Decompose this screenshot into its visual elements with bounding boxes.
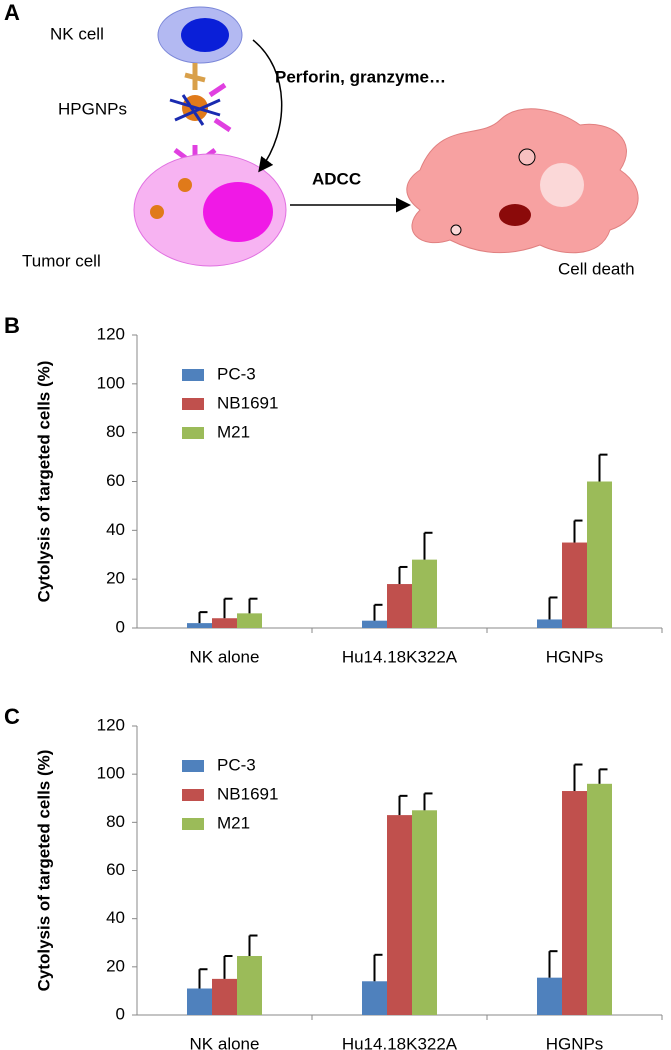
- y-tick-label: 80: [106, 422, 125, 441]
- y-tick-label: 60: [106, 860, 125, 879]
- y-tick-label: 20: [106, 569, 125, 588]
- y-tick-label: 40: [106, 520, 125, 539]
- antibody: [173, 82, 232, 169]
- bar: [362, 620, 387, 628]
- y-axis-title: Cytolysis of targeted cells (%): [34, 750, 53, 992]
- y-tick-label: 80: [106, 812, 125, 831]
- bar: [387, 584, 412, 628]
- bar: [387, 815, 412, 1015]
- y-tick-label: 60: [106, 471, 125, 490]
- legend-swatch: [182, 427, 204, 439]
- nk-nucleus: [181, 18, 229, 52]
- bar: [237, 955, 262, 1015]
- legend-label: PC-3: [217, 755, 256, 774]
- legend-label: PC-3: [217, 364, 256, 383]
- legend-swatch: [182, 760, 204, 772]
- y-tick-label: 40: [106, 908, 125, 927]
- label: Cell death: [558, 259, 635, 278]
- antibody: [184, 63, 206, 90]
- dead-cell-shape: [406, 108, 639, 254]
- y-tick-label: 120: [97, 715, 125, 734]
- x-tick-label: NK alone: [190, 1034, 260, 1050]
- y-tick-label: 120: [97, 324, 125, 343]
- legend-swatch: [182, 369, 204, 381]
- arrow: [252, 39, 283, 173]
- label: ADCC: [312, 169, 361, 188]
- bar: [187, 988, 212, 1015]
- y-tick-label: 0: [116, 1004, 125, 1023]
- x-tick-label: HGNPs: [546, 1034, 604, 1050]
- x-tick-label: Hu14.18K322A: [342, 647, 458, 666]
- legend-label: NB1691: [217, 393, 278, 412]
- x-tick-label: Hu14.18K322A: [342, 1034, 458, 1050]
- y-tick-label: 0: [116, 617, 125, 636]
- label: HPGNPs: [58, 99, 127, 118]
- tumor-nucleus: [203, 182, 273, 242]
- bar: [562, 791, 587, 1015]
- bar: [587, 783, 612, 1015]
- nanoparticle: [178, 178, 192, 192]
- legend-label: NB1691: [217, 784, 278, 803]
- nanoparticle: [150, 205, 164, 219]
- y-tick-label: 100: [97, 764, 125, 783]
- label: Perforin, granzyme…: [275, 67, 446, 86]
- bar: [412, 559, 437, 628]
- bar: [362, 981, 387, 1015]
- bar: [562, 542, 587, 628]
- bar: [587, 481, 612, 628]
- vesicle: [450, 224, 462, 236]
- panel-a-diagram: A NK cell HPGNPs Perforin, granzyme… ADC…: [4, 0, 639, 278]
- bar: [187, 623, 212, 628]
- bar: [212, 618, 237, 628]
- bar: [237, 613, 262, 628]
- y-tick-label: 20: [106, 956, 125, 975]
- legend-swatch: [182, 818, 204, 830]
- legend-label: M21: [217, 813, 250, 832]
- y-axis-title: Cytolysis of targeted cells (%): [34, 361, 53, 603]
- bar: [412, 810, 437, 1015]
- y-tick-label: 100: [97, 373, 125, 392]
- panel-label: C: [4, 704, 20, 729]
- label: Tumor cell: [22, 251, 101, 270]
- bar: [212, 978, 237, 1015]
- bar: [537, 977, 562, 1015]
- vesicle: [518, 148, 536, 166]
- panel-label: A: [4, 0, 20, 25]
- legend-label: M21: [217, 422, 250, 441]
- bar: [537, 619, 562, 628]
- legend-swatch: [182, 398, 204, 410]
- panel-label: B: [4, 313, 20, 338]
- vesicle: [540, 163, 584, 207]
- dead-nucleus: [499, 204, 531, 226]
- x-tick-label: HGNPs: [546, 647, 604, 666]
- legend-swatch: [182, 789, 204, 801]
- label: NK cell: [50, 24, 104, 43]
- nanoparticle-strands: [169, 94, 221, 126]
- x-tick-label: NK alone: [190, 647, 260, 666]
